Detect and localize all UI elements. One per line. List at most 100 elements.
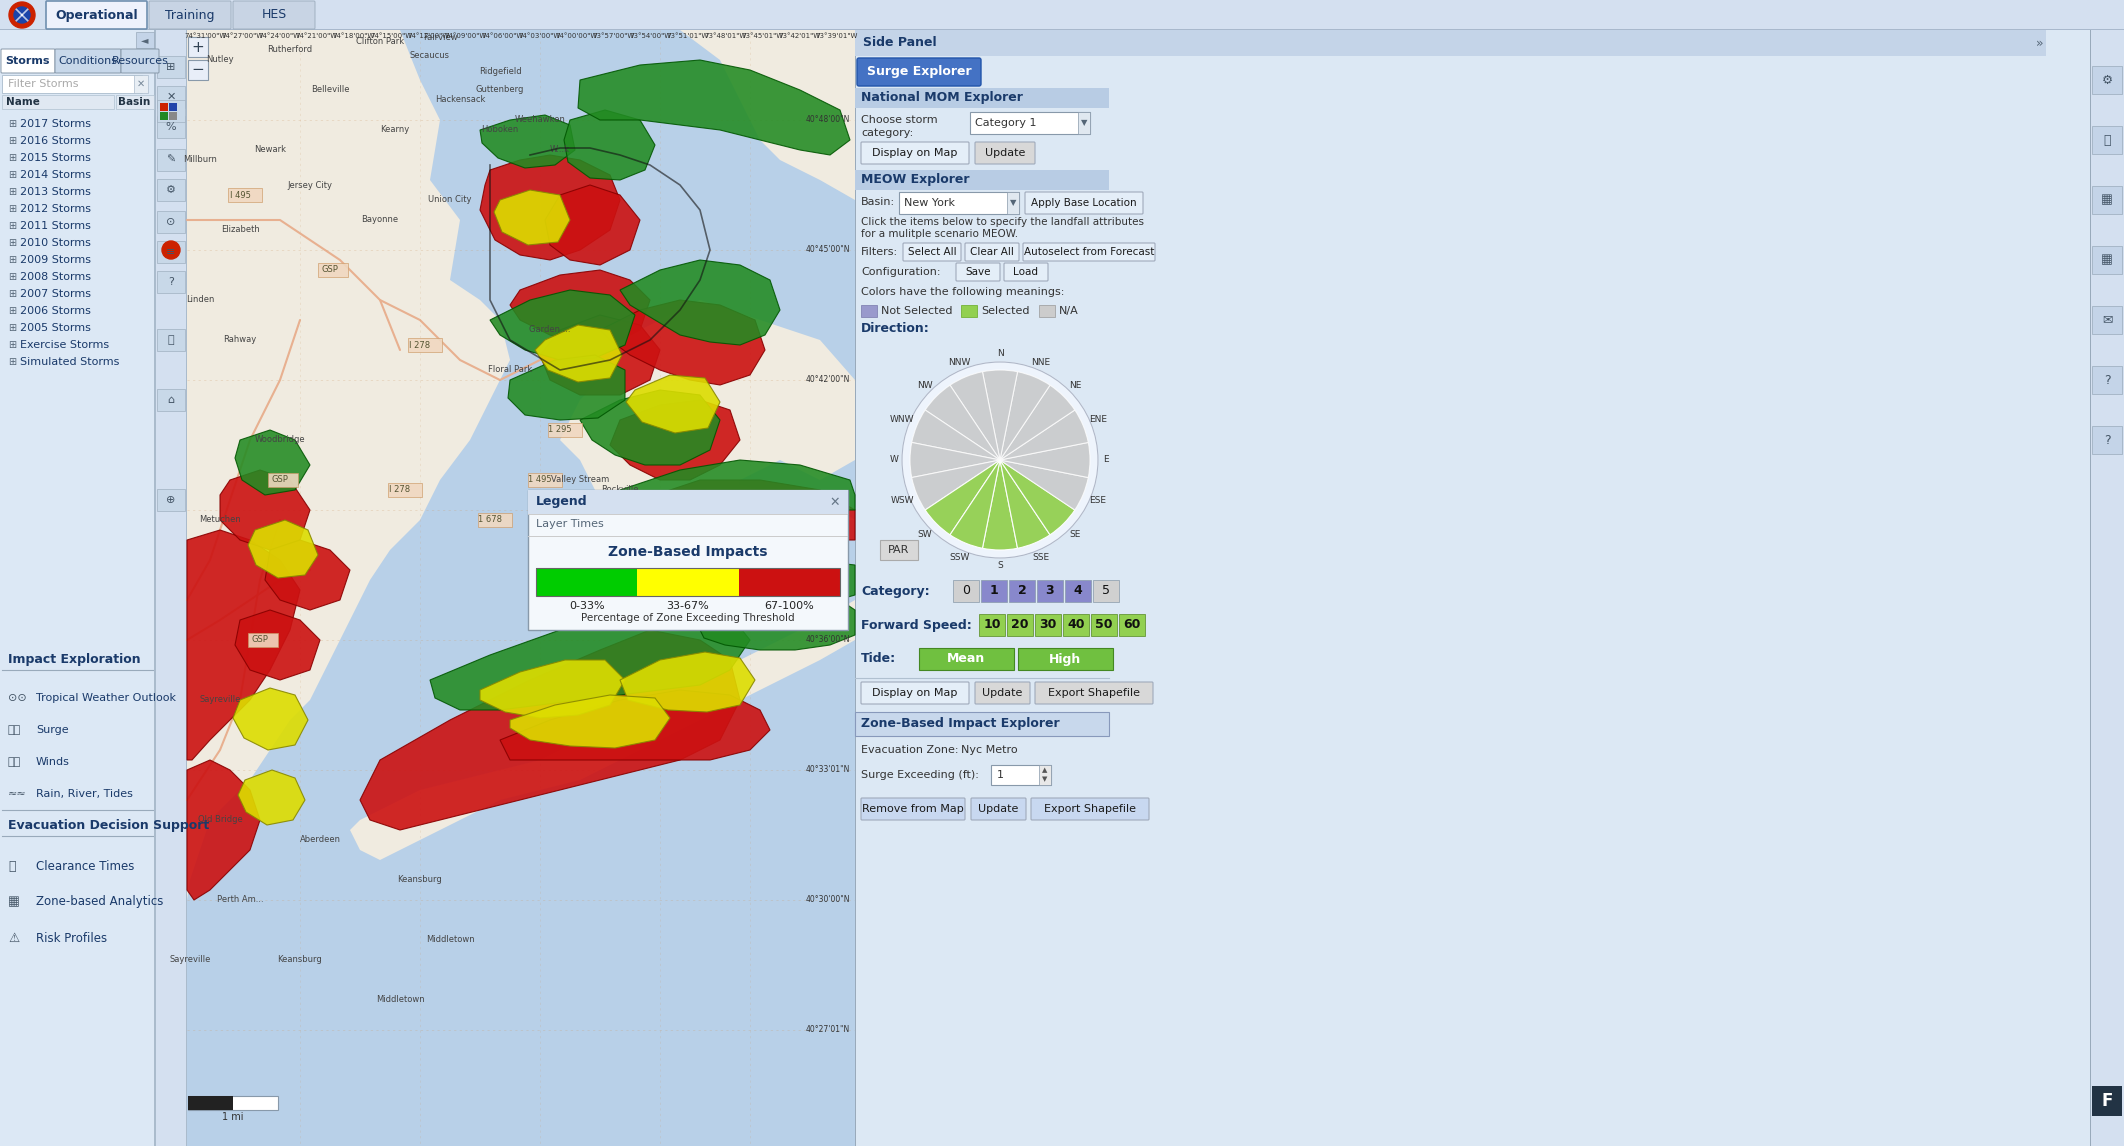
Text: category:: category: xyxy=(860,128,913,138)
Bar xyxy=(1092,614,1117,636)
Text: Resources: Resources xyxy=(113,56,168,66)
FancyBboxPatch shape xyxy=(234,1,314,29)
Text: W...k: W...k xyxy=(550,146,569,155)
Text: N: N xyxy=(996,350,1003,359)
Text: Impact Exploration: Impact Exploration xyxy=(8,653,140,667)
Text: 1 295: 1 295 xyxy=(548,425,571,434)
Text: Filters:: Filters: xyxy=(860,248,898,257)
Polygon shape xyxy=(620,260,780,345)
Text: GSP: GSP xyxy=(272,476,289,485)
Bar xyxy=(1017,647,1113,670)
Text: Bayonne: Bayonne xyxy=(361,215,399,225)
Text: Rahway: Rahway xyxy=(223,336,257,345)
Text: ⊞: ⊞ xyxy=(8,154,17,163)
Text: 74°18'00"W: 74°18'00"W xyxy=(333,33,376,39)
FancyBboxPatch shape xyxy=(1034,682,1153,704)
Text: Guttenberg: Guttenberg xyxy=(476,86,525,94)
Bar xyxy=(249,633,278,647)
Text: 0-33%: 0-33% xyxy=(569,601,605,611)
Text: Basin: Basin xyxy=(119,97,151,107)
Text: ⚙: ⚙ xyxy=(166,185,176,195)
Text: Clifton Park: Clifton Park xyxy=(357,38,404,47)
Text: HES: HES xyxy=(261,8,287,22)
Text: Click the items below to specify the landfall attributes: Click the items below to specify the lan… xyxy=(860,217,1145,227)
Text: Sayreville: Sayreville xyxy=(170,956,210,965)
Bar xyxy=(189,1096,278,1110)
Text: Storms: Storms xyxy=(6,56,51,66)
Bar xyxy=(2092,246,2122,274)
Text: 73°54'00"W: 73°54'00"W xyxy=(631,33,671,39)
Text: 74°31'00"W: 74°31'00"W xyxy=(185,33,227,39)
Bar xyxy=(189,60,208,80)
Polygon shape xyxy=(491,290,635,360)
Bar xyxy=(157,489,185,511)
Text: Simulated Storms: Simulated Storms xyxy=(19,358,119,367)
Polygon shape xyxy=(535,325,622,382)
Text: Mean: Mean xyxy=(947,652,986,666)
Text: Elizabeth: Elizabeth xyxy=(221,226,259,235)
Wedge shape xyxy=(909,442,1000,478)
Text: ▼: ▼ xyxy=(1043,776,1047,782)
Bar xyxy=(157,270,185,293)
Bar xyxy=(1037,580,1062,602)
Polygon shape xyxy=(580,390,720,465)
Text: E: E xyxy=(1102,455,1109,464)
Text: S: S xyxy=(996,562,1003,571)
FancyBboxPatch shape xyxy=(1024,243,1155,261)
Text: 2011 Storms: 2011 Storms xyxy=(19,221,91,231)
Text: Update: Update xyxy=(979,804,1020,814)
Text: 40°42'00"N: 40°42'00"N xyxy=(805,376,850,385)
Text: ⊞: ⊞ xyxy=(8,256,17,265)
Text: Colors have the following meanings:: Colors have the following meanings: xyxy=(860,286,1064,297)
Text: PAR: PAR xyxy=(888,545,909,555)
Text: Clearance Times: Clearance Times xyxy=(36,860,134,872)
Wedge shape xyxy=(983,370,1017,460)
Text: Load: Load xyxy=(1013,267,1039,277)
Text: Selected: Selected xyxy=(981,306,1030,316)
Text: 74°27'00"W: 74°27'00"W xyxy=(221,33,263,39)
Text: ✕: ✕ xyxy=(830,495,839,509)
Text: Category:: Category: xyxy=(860,584,930,597)
Bar xyxy=(408,338,442,352)
Bar xyxy=(227,188,261,202)
Text: 40°33'01"N: 40°33'01"N xyxy=(805,766,850,775)
FancyBboxPatch shape xyxy=(964,243,1020,261)
Polygon shape xyxy=(429,605,750,711)
Bar xyxy=(2092,366,2122,394)
Circle shape xyxy=(8,2,34,28)
Polygon shape xyxy=(266,540,350,610)
Polygon shape xyxy=(495,190,569,245)
Polygon shape xyxy=(599,300,765,385)
Text: 2016 Storms: 2016 Storms xyxy=(19,136,91,146)
Text: Surge: Surge xyxy=(36,725,68,735)
Text: Surge Explorer: Surge Explorer xyxy=(867,65,971,78)
Text: 73°57'00"W: 73°57'00"W xyxy=(593,33,635,39)
Text: W: W xyxy=(890,455,898,464)
Text: Apply Base Location: Apply Base Location xyxy=(1030,198,1136,209)
Bar xyxy=(1007,193,1020,214)
Text: 73°42'01"W: 73°42'01"W xyxy=(777,33,820,39)
Text: Zone-based Analytics: Zone-based Analytics xyxy=(36,895,164,909)
Text: 2012 Storms: 2012 Storms xyxy=(19,204,91,214)
Text: Risk Profiles: Risk Profiles xyxy=(36,932,106,944)
Text: Tropical Weather Outlook: Tropical Weather Outlook xyxy=(36,693,176,702)
Bar xyxy=(858,60,979,84)
Bar xyxy=(960,305,977,317)
Circle shape xyxy=(903,362,1098,558)
Text: MEOW Explorer: MEOW Explorer xyxy=(860,173,969,187)
Wedge shape xyxy=(949,371,1000,460)
Text: Operational: Operational xyxy=(55,8,138,22)
Wedge shape xyxy=(1000,371,1049,460)
Text: 1 678: 1 678 xyxy=(478,516,501,525)
Bar xyxy=(856,30,2090,1146)
FancyBboxPatch shape xyxy=(1005,262,1047,281)
Bar xyxy=(920,647,1013,670)
Text: Select All: Select All xyxy=(907,248,956,257)
Text: Woodbridge: Woodbridge xyxy=(255,435,306,445)
Text: 〜〜: 〜〜 xyxy=(8,758,21,767)
Text: NW: NW xyxy=(918,380,932,390)
Text: Zone-Based Impact Explorer: Zone-Based Impact Explorer xyxy=(860,717,1060,730)
Text: ✎: ✎ xyxy=(166,155,176,165)
Text: 67-100%: 67-100% xyxy=(765,601,813,611)
Bar xyxy=(981,580,1007,602)
